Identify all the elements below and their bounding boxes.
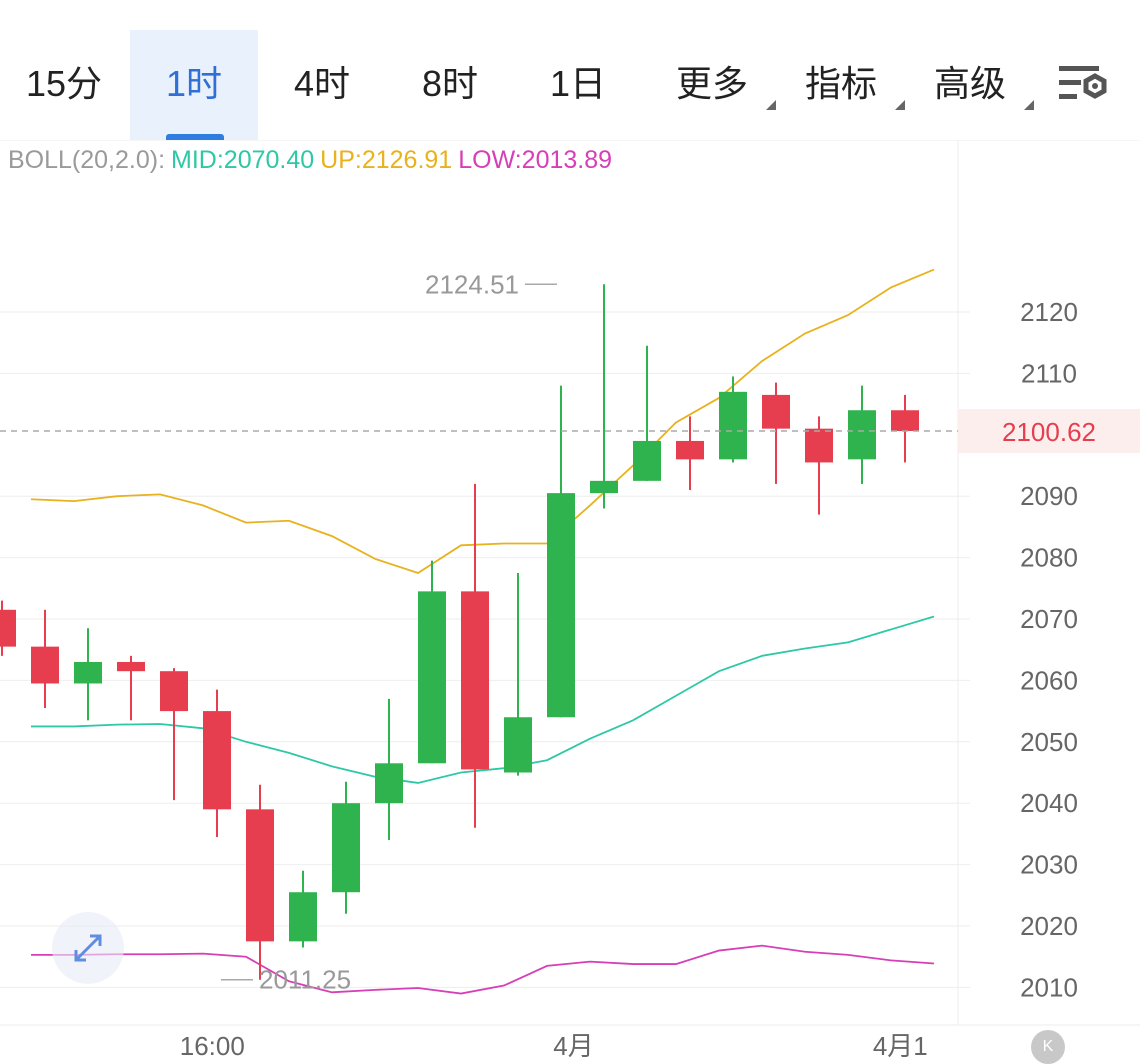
candle-body <box>676 440 704 460</box>
y-tick-label: 2030 <box>1020 850 1078 880</box>
chart-settings-button[interactable] <box>1055 60 1115 114</box>
tab-label: 8时 <box>421 63 479 104</box>
candle[interactable] <box>74 628 102 721</box>
candle[interactable] <box>461 483 489 828</box>
k-badge[interactable]: K <box>1031 1030 1065 1064</box>
candle[interactable] <box>848 385 876 484</box>
tab-2[interactable]: 4时 <box>258 30 386 140</box>
low-label: 2011.25 <box>259 965 351 995</box>
y-tick-label: 2010 <box>1020 972 1078 1002</box>
candle-body <box>289 892 317 942</box>
candle[interactable] <box>332 781 360 914</box>
candle-body <box>375 763 403 804</box>
candle[interactable] <box>203 689 231 837</box>
candle[interactable] <box>0 600 16 656</box>
candle[interactable] <box>31 609 59 709</box>
expand-button[interactable] <box>52 912 124 984</box>
active-tab-indicator <box>166 134 224 140</box>
candle[interactable] <box>117 655 145 721</box>
candle[interactable] <box>590 284 618 509</box>
tab-label: 1日 <box>549 63 607 104</box>
candle-body <box>848 410 876 460</box>
boll-mid-line <box>31 615 935 784</box>
boll-low-line <box>31 944 935 995</box>
candle[interactable] <box>418 560 446 764</box>
boll-name: BOLL(20,2.0): <box>8 146 166 174</box>
tab-label: 1时 <box>165 63 223 104</box>
candle-body <box>633 440 661 481</box>
tab-1[interactable]: 1时 <box>130 30 258 140</box>
tab-4[interactable]: 1日 <box>514 30 642 140</box>
candle[interactable] <box>160 668 188 801</box>
candle-body <box>461 591 489 770</box>
y-tick-label: 2040 <box>1020 788 1078 818</box>
tab-6[interactable]: 指标 <box>777 30 905 140</box>
y-tick-label: 2060 <box>1020 665 1078 695</box>
y-tick-label: 2110 <box>1021 358 1077 388</box>
boll-up: UP:2126.91 <box>320 146 453 174</box>
expand-arrows-icon <box>74 934 102 962</box>
last-price-label: 2100.62 <box>1002 417 1096 447</box>
tab-label: 高级 <box>933 63 1006 104</box>
candle[interactable] <box>805 416 833 515</box>
y-tick-label: 2070 <box>1020 604 1078 634</box>
candle-body <box>0 609 16 647</box>
candle[interactable] <box>633 345 661 481</box>
tab-7[interactable]: 高级 <box>906 30 1034 140</box>
y-tick-label: 2080 <box>1020 543 1078 573</box>
x-tick-label: 4月1 <box>873 1031 928 1060</box>
candle[interactable] <box>504 572 532 776</box>
boll-legend: BOLL(20,2.0): MID:2070.40 UP:2126.91 LOW:20… <box>8 146 618 175</box>
candle-body <box>160 671 188 712</box>
candle-body <box>590 480 618 494</box>
candle-body <box>203 711 231 810</box>
y-tick-label: 2090 <box>1020 481 1078 511</box>
tab-label: 更多 <box>675 63 748 104</box>
timeframe-tabs: 15分 1时 4时 8时 1日 更多 指标 高级 <box>0 0 1140 140</box>
boll-low: LOW:2013.89 <box>458 146 613 174</box>
boll-mid: MID:2070.40 <box>171 146 315 174</box>
candle-body <box>762 394 790 429</box>
candle[interactable] <box>289 870 317 948</box>
y-tick-label: 2020 <box>1020 911 1078 941</box>
candle-body <box>805 428 833 463</box>
high-label: 2124.51 <box>425 269 519 299</box>
candle[interactable] <box>375 698 403 841</box>
candle-body <box>246 809 274 942</box>
candle-body <box>332 803 360 893</box>
candle[interactable] <box>891 394 919 463</box>
tab-3[interactable]: 8时 <box>386 30 514 140</box>
dropdown-caret-icon <box>1024 100 1034 110</box>
x-tick-label: 16:00 <box>180 1031 245 1060</box>
tab-5[interactable]: 更多 <box>648 30 776 140</box>
last-price-tag <box>958 408 1140 453</box>
candle-body <box>547 493 575 718</box>
candle-body <box>31 646 59 684</box>
boll-up-line <box>30 268 935 574</box>
candle[interactable] <box>676 416 704 491</box>
candle[interactable] <box>719 376 747 463</box>
candlestick-chart[interactable]: 2120 2110 2090 2080 2070 2060 2050 2040 2030 2020… <box>0 140 1140 1060</box>
candle-body <box>117 661 145 672</box>
dropdown-caret-icon <box>766 100 776 110</box>
candle[interactable] <box>246 784 274 980</box>
candle-body <box>891 410 919 431</box>
tab-label: 15分 <box>25 63 103 104</box>
tab-0[interactable]: 15分 <box>0 30 128 140</box>
y-tick-label: 2120 <box>1020 297 1078 327</box>
tab-label: 4时 <box>293 63 351 104</box>
candle-body <box>504 717 532 773</box>
dropdown-caret-icon <box>895 100 905 110</box>
x-tick-label: 4月 <box>553 1031 593 1060</box>
candle-body <box>74 661 102 684</box>
tab-label: 指标 <box>804 63 877 104</box>
candle[interactable] <box>762 382 790 484</box>
candle-body <box>719 391 747 460</box>
chart-settings-icon <box>1059 66 1107 99</box>
candle-body <box>418 591 446 764</box>
candle[interactable] <box>547 385 575 718</box>
y-tick-label: 2050 <box>1020 727 1078 757</box>
